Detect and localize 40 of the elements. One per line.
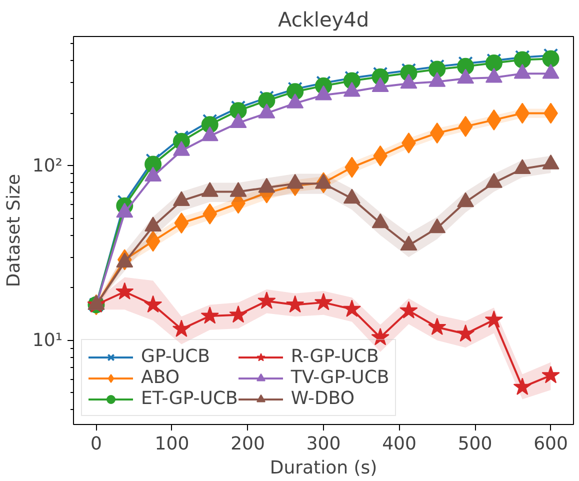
legend-label: TV-GP-UCB <box>290 367 390 388</box>
x-tick-label: 0 <box>90 434 102 454</box>
x-tick-label: 500 <box>458 434 492 454</box>
point <box>314 292 333 310</box>
legend-label: R-GP-UCB <box>290 346 379 367</box>
point <box>258 92 276 110</box>
y-axis-title: Dataset Size <box>3 174 24 288</box>
point <box>258 292 276 309</box>
point <box>200 306 219 324</box>
point <box>428 318 446 336</box>
y-tick-label: 10² <box>32 155 63 176</box>
point <box>172 320 191 337</box>
point <box>116 282 134 300</box>
legend-label: ABO <box>141 367 180 388</box>
point <box>485 54 502 72</box>
point <box>514 51 531 68</box>
x-axis-title: Duration (s) <box>270 458 378 478</box>
x-tick-label: 100 <box>154 434 190 454</box>
point <box>484 310 504 328</box>
legend-label: GP-UCB <box>141 346 210 367</box>
x-tick-label: 300 <box>306 434 341 454</box>
point <box>230 102 247 120</box>
x-tick-label: 400 <box>382 434 416 454</box>
x-tick-label: 600 <box>534 434 568 454</box>
point <box>542 366 560 384</box>
x-tick-label: 200 <box>230 434 265 454</box>
chart-title: Ackley4d <box>278 8 370 32</box>
point <box>542 50 560 68</box>
point <box>286 295 304 313</box>
point <box>144 295 162 313</box>
point <box>400 301 418 318</box>
legend-label: ET-GP-UCB <box>141 388 238 409</box>
point <box>371 328 390 346</box>
point <box>428 60 446 78</box>
point <box>513 378 532 395</box>
y-tick-label: 10¹ <box>32 330 63 351</box>
point <box>342 300 361 317</box>
point <box>456 324 475 342</box>
point <box>229 305 248 323</box>
legend-label: W-DBO <box>290 388 354 409</box>
